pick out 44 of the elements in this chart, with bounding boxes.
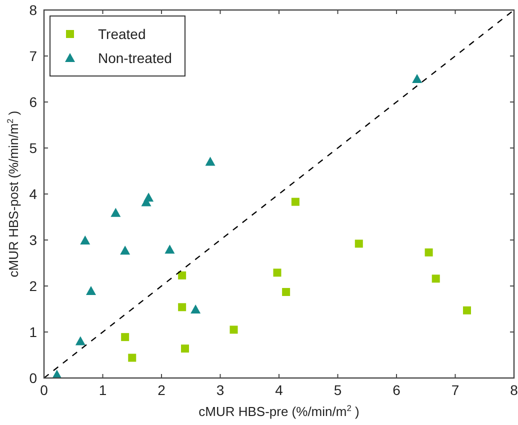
legend-label: Non-treated: [98, 50, 172, 66]
point: [110, 208, 121, 217]
point: [120, 246, 130, 255]
x-tick-label: 7: [451, 382, 460, 398]
x-tick-label: 1: [98, 382, 107, 398]
point: [75, 336, 86, 346]
y-tick-label: 3: [29, 232, 38, 248]
y-tick-label: 4: [29, 186, 38, 202]
point: [86, 286, 96, 296]
point: [230, 326, 238, 334]
y-tick-label: 6: [29, 94, 38, 110]
point: [190, 304, 201, 314]
point: [205, 156, 216, 166]
point: [354, 240, 363, 248]
x-tick-label: 3: [216, 382, 224, 398]
y-tick-label: 8: [29, 2, 38, 18]
x-tick-label: 6: [392, 382, 401, 398]
point: [128, 354, 136, 362]
y-tick-label: 0: [29, 370, 38, 386]
x-tick-label: 2: [158, 382, 166, 398]
point: [80, 235, 90, 244]
point: [178, 271, 186, 280]
x-tick-label: 8: [510, 382, 518, 398]
point: [273, 268, 282, 277]
y-tick-label: 2: [29, 278, 38, 294]
x-tick-label: 5: [334, 382, 342, 398]
point: [282, 288, 290, 296]
point: [178, 303, 186, 312]
legend-label: Treated: [98, 26, 146, 42]
point: [164, 244, 175, 254]
point: [121, 333, 130, 342]
x-tick-label: 0: [40, 382, 48, 398]
x-tick-label: 4: [275, 382, 284, 398]
point: [412, 74, 422, 83]
point: [144, 192, 154, 202]
y-tick-label: 1: [29, 324, 38, 340]
point: [181, 344, 189, 353]
y-tick-label: 5: [29, 140, 38, 156]
y-tick-label: 7: [29, 48, 38, 64]
point: [432, 274, 440, 283]
x-axis-title: cMUR HBS-pre (%/min/m$^{2}$ ): [198, 403, 360, 419]
point: [424, 248, 433, 256]
point: [291, 198, 300, 206]
point: [463, 306, 471, 314]
